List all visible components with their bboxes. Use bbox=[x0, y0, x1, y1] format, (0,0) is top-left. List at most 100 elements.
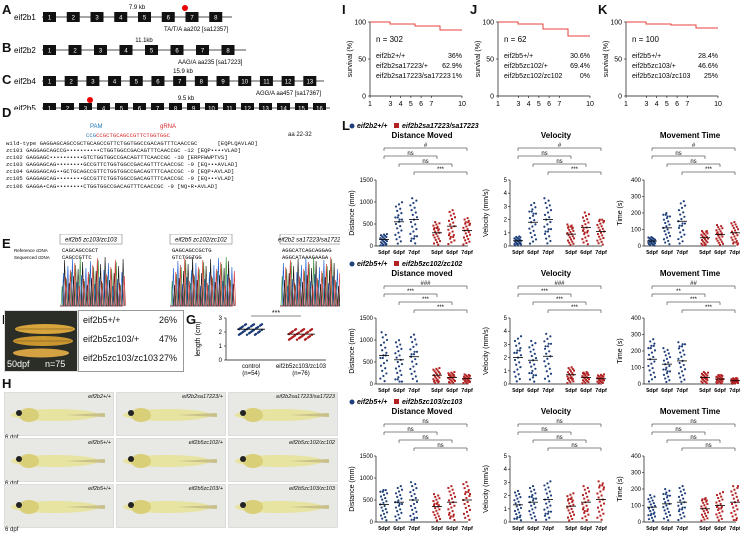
data-point bbox=[731, 515, 734, 518]
data-point bbox=[528, 378, 532, 381]
data-point bbox=[717, 508, 720, 511]
data-point bbox=[452, 378, 455, 381]
data-point bbox=[438, 508, 441, 511]
data-point bbox=[587, 381, 590, 384]
data-point bbox=[396, 227, 399, 230]
data-point bbox=[570, 224, 573, 227]
data-point bbox=[545, 332, 548, 335]
data-point bbox=[584, 223, 587, 226]
data-point bbox=[385, 232, 389, 236]
data-point bbox=[732, 519, 735, 522]
data-point bbox=[663, 350, 666, 353]
data-point bbox=[677, 237, 680, 241]
data-point bbox=[681, 222, 684, 225]
data-point bbox=[399, 225, 402, 228]
data-point bbox=[730, 378, 733, 381]
category-label: 6dpf bbox=[714, 526, 726, 532]
category-label: 6dpf bbox=[393, 388, 405, 394]
exon-box bbox=[281, 76, 295, 86]
data-point bbox=[700, 519, 703, 522]
data-point bbox=[680, 508, 684, 511]
data-point bbox=[411, 485, 414, 488]
data-point bbox=[465, 225, 468, 228]
data-point bbox=[737, 499, 739, 502]
sig-label: ** bbox=[676, 289, 681, 295]
data-point bbox=[570, 238, 572, 241]
data-point bbox=[449, 375, 452, 378]
data-point bbox=[544, 345, 547, 348]
category-label: 5dpf bbox=[378, 250, 390, 256]
data-point bbox=[599, 222, 602, 225]
data-point bbox=[601, 234, 604, 237]
data-point bbox=[701, 513, 703, 516]
data-point bbox=[665, 236, 669, 239]
data-point bbox=[464, 374, 467, 377]
data-point bbox=[545, 206, 548, 209]
data-point bbox=[663, 230, 666, 233]
data-point bbox=[437, 494, 440, 497]
data-point bbox=[400, 347, 403, 351]
data-point bbox=[569, 230, 572, 233]
data-point bbox=[665, 372, 669, 375]
data-point bbox=[294, 328, 298, 331]
data-point bbox=[463, 375, 465, 378]
survival-genotype: eif2b5zc102/zc102 bbox=[504, 73, 562, 80]
data-point bbox=[397, 349, 400, 353]
larva-genotype: eif2b5zc102/zc102 bbox=[289, 440, 335, 446]
data-point bbox=[704, 497, 707, 500]
data-point bbox=[719, 492, 721, 495]
data-point bbox=[582, 241, 585, 244]
data-point bbox=[543, 213, 547, 216]
data-point bbox=[570, 496, 573, 499]
exon-label: 9 bbox=[221, 80, 225, 86]
panel-letter-c: C bbox=[2, 72, 12, 87]
exon-box bbox=[161, 12, 175, 22]
data-point bbox=[548, 380, 551, 383]
exon-label: 12 bbox=[244, 107, 251, 111]
data-point bbox=[466, 228, 469, 231]
data-point bbox=[596, 380, 599, 383]
data-point bbox=[515, 363, 518, 366]
data-point bbox=[582, 379, 584, 382]
data-point bbox=[702, 501, 705, 504]
exon-label: 14 bbox=[280, 107, 287, 111]
data-point bbox=[653, 495, 656, 498]
tick-label: 0 bbox=[362, 94, 366, 101]
larva-photo: eif2b2+/+ bbox=[4, 392, 114, 436]
tick-label: 0 bbox=[638, 382, 642, 388]
data-point bbox=[529, 513, 532, 516]
data-point bbox=[583, 231, 586, 234]
exon-label: 4 bbox=[102, 107, 106, 111]
data-point bbox=[568, 236, 571, 239]
data-point bbox=[601, 484, 604, 487]
survival-pct: 25% bbox=[704, 73, 718, 80]
legend-label: eif2b5zc102/zc102 bbox=[402, 261, 462, 268]
data-point bbox=[409, 232, 412, 235]
data-point bbox=[382, 233, 386, 236]
data-point bbox=[704, 234, 707, 237]
data-point bbox=[462, 381, 465, 384]
data-point bbox=[409, 335, 413, 339]
category-label: 6dpf bbox=[714, 388, 726, 394]
data-point bbox=[249, 330, 253, 334]
data-point bbox=[665, 496, 669, 499]
data-point bbox=[567, 234, 570, 237]
data-point bbox=[721, 510, 724, 513]
data-point bbox=[652, 502, 655, 505]
data-point bbox=[466, 375, 468, 378]
data-point bbox=[652, 344, 655, 347]
data-point bbox=[516, 489, 520, 493]
data-point bbox=[596, 239, 599, 242]
sig-bracket bbox=[517, 155, 572, 159]
data-point bbox=[735, 240, 738, 243]
data-point bbox=[436, 225, 439, 228]
trace bbox=[170, 257, 236, 307]
data-point bbox=[469, 493, 471, 496]
data-point bbox=[435, 223, 438, 226]
data-point bbox=[414, 242, 417, 245]
data-point bbox=[600, 373, 602, 376]
sig-label: ns bbox=[556, 159, 562, 165]
data-point bbox=[516, 368, 519, 371]
legend-marker-wt bbox=[349, 261, 355, 267]
data-point bbox=[683, 368, 687, 371]
